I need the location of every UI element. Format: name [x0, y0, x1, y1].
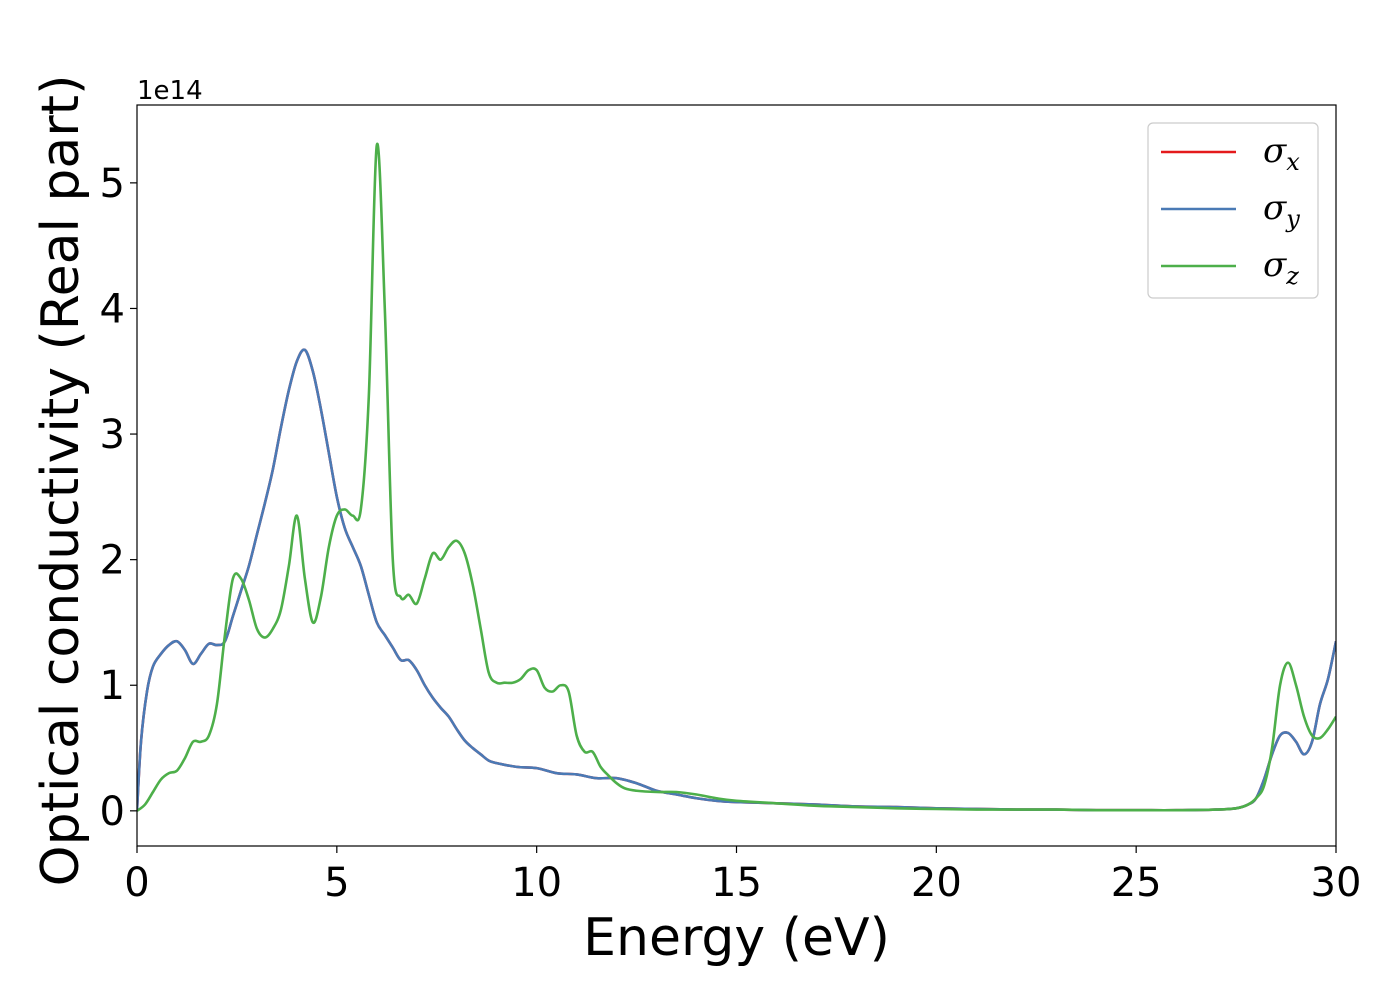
legend-label-y: σy	[1263, 188, 1300, 233]
legend: σx σy σz	[1147, 122, 1319, 299]
x-tick-label: 5	[324, 860, 349, 906]
x-tick-label: 30	[1311, 860, 1362, 906]
legend-box	[1147, 122, 1319, 299]
y-tick-label: 5	[100, 161, 125, 207]
y-tick-label: 1	[100, 663, 125, 709]
y-offset-label: 1e14	[137, 76, 203, 106]
series-line-z	[137, 142, 1336, 812]
x-tick-label: 10	[511, 860, 562, 906]
x-tick-label: 0	[124, 860, 149, 906]
series-line-y	[137, 348, 1336, 812]
x-axis-label: Energy (eV)	[583, 908, 890, 968]
y-axis-label: Optical conductivity (Real part)	[31, 75, 91, 887]
y-tick-label: 0	[100, 789, 125, 835]
y-tick-label: 4	[100, 286, 125, 332]
y-tick-label: 2	[100, 538, 125, 584]
series-layer	[137, 142, 1336, 812]
x-tick-label: 15	[711, 860, 762, 906]
legend-label-x: σx	[1263, 131, 1300, 176]
x-tick-label: 20	[911, 860, 962, 906]
ticks-layer: 0 5 10 15 20 25 30 0 1 2 3 4 5	[100, 161, 1362, 906]
y-tick-label: 3	[100, 412, 125, 458]
x-tick-label: 25	[1111, 860, 1162, 906]
series-line-x	[137, 348, 1336, 812]
legend-label-z: σz	[1263, 245, 1299, 290]
